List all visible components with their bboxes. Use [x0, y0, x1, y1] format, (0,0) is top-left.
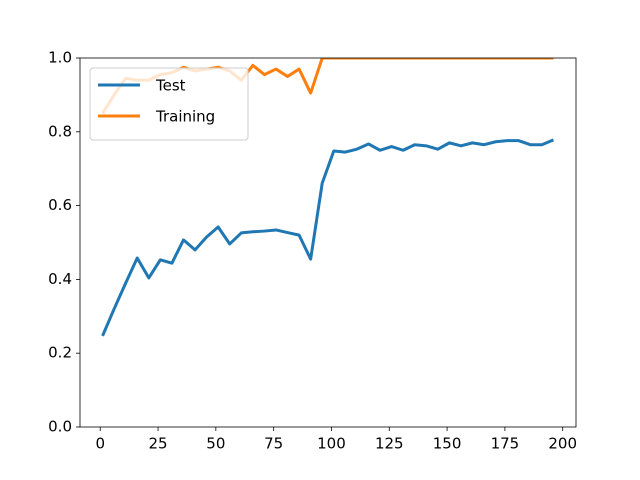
legend-label: Training [155, 108, 215, 126]
x-tick-label: 200 [548, 435, 577, 453]
x-tick-label: 50 [206, 435, 225, 453]
axes-frame [79, 57, 577, 428]
x-tick-label: 0 [95, 435, 105, 453]
y-tick-label: 0.6 [48, 196, 72, 214]
x-tick-label: 25 [148, 435, 167, 453]
x-tick-label: 125 [375, 435, 404, 453]
data-line [101, 138, 555, 337]
y-tick-label: 0.2 [48, 344, 72, 362]
y-tick-label: 0.8 [48, 122, 72, 140]
legend-label: Test [155, 77, 186, 95]
x-tick-label: 75 [264, 435, 283, 453]
y-tick-label: 1.0 [48, 49, 72, 67]
y-tick-label: 0.4 [48, 270, 72, 288]
y-tick-label: 0.0 [48, 418, 72, 436]
x-tick-label: 150 [433, 435, 462, 453]
x-tick-label: 175 [491, 435, 520, 453]
x-tick-label: 100 [317, 435, 346, 453]
